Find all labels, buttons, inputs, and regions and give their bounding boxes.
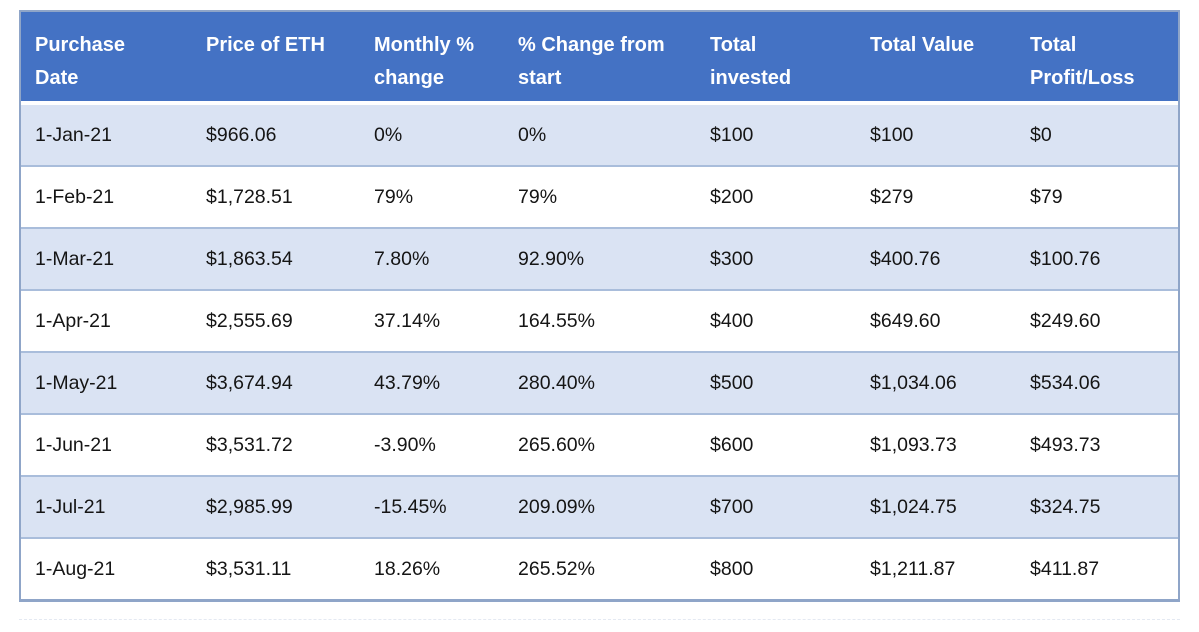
cell-total-profit-loss: $411.87 (1030, 557, 1100, 580)
table-shadow-line (19, 619, 1180, 620)
cell-purchase-date: 1-Jul-21 (35, 495, 106, 518)
cell-purchase-date: 1-Jun-21 (35, 433, 112, 456)
cell-monthly-pct-change: 79% (374, 185, 414, 208)
cell-pct-change-from-start: 265.52% (518, 557, 595, 580)
cell-purchase-date: 1-Jan-21 (35, 123, 112, 146)
column-header-price-of-eth: Price of ETH (206, 34, 325, 56)
header-row: Purchase Date Price of ETH Monthly % chang… (21, 12, 1178, 105)
cell-price-of-eth: $3,674.94 (206, 371, 293, 394)
table-row: 1-Jun-21 $3,531.72 -3.90% 265.60% $600 $1,093… (21, 413, 1178, 475)
cell-pct-change-from-start: 0% (518, 123, 547, 146)
cell-total-profit-loss: $534.06 (1030, 371, 1101, 394)
table-row: 1-Jul-21 $2,985.99 -15.45% 209.09% $700 $1,02… (21, 475, 1178, 537)
cell-price-of-eth: $1,863.54 (206, 247, 293, 270)
cell-total-profit-loss: $324.75 (1030, 495, 1101, 518)
column-header-purchase-date: Purchase Date (35, 34, 126, 89)
eth-investment-table: Purchase Date Price of ETH Monthly % chang… (19, 10, 1180, 602)
cell-price-of-eth: $966.06 (206, 123, 277, 146)
cell-pct-change-from-start: 92.90% (518, 247, 585, 270)
cell-total-value: $1,093.73 (870, 433, 957, 456)
column-header-total-value: Total Value (870, 34, 975, 56)
table-row: 1-Jan-21 $966.06 0% 0% $100 $100 $0 (21, 105, 1178, 165)
cell-price-of-eth: $3,531.72 (206, 433, 293, 456)
cell-total-invested: $700 (710, 495, 754, 518)
table-body: 1-Jan-21 $966.06 0% 0% $100 $100 $0 1-Feb-21 $1,… (21, 105, 1178, 599)
cell-purchase-date: 1-Feb-21 (35, 185, 115, 208)
cell-total-value: $279 (870, 185, 914, 208)
cell-price-of-eth: $1,728.51 (206, 185, 293, 208)
cell-total-invested: $300 (710, 247, 754, 270)
table-row: 1-Feb-21 $1,728.51 79% 79% $200 $279 $79 (21, 165, 1178, 227)
cell-monthly-pct-change: 43.79% (374, 371, 441, 394)
cell-purchase-date: 1-Mar-21 (35, 247, 115, 270)
cell-total-value: $1,211.87 (870, 557, 956, 580)
column-header-monthly-pct-change: Monthly % change (374, 34, 474, 89)
column-header-total-invested: Total invested (710, 34, 792, 89)
cell-pct-change-from-start: 209.09% (518, 495, 595, 518)
table-row: 1-Apr-21 $2,555.69 37.14% 164.55% $400 $649.6… (21, 289, 1178, 351)
cell-total-invested: $500 (710, 371, 754, 394)
cell-monthly-pct-change: 7.80% (374, 247, 430, 270)
cell-total-invested: $100 (710, 123, 754, 146)
cell-total-value: $649.60 (870, 309, 941, 332)
cell-monthly-pct-change: 0% (374, 123, 403, 146)
cell-total-profit-loss: $79 (1030, 185, 1063, 208)
cell-total-invested: $400 (710, 309, 754, 332)
cell-total-profit-loss: $0 (1030, 123, 1052, 146)
cell-total-invested: $800 (710, 557, 754, 580)
cell-pct-change-from-start: 164.55% (518, 309, 595, 332)
cell-total-invested: $200 (710, 185, 754, 208)
cell-monthly-pct-change: 18.26% (374, 557, 441, 580)
cell-price-of-eth: $2,985.99 (206, 495, 293, 518)
cell-price-of-eth: $2,555.69 (206, 309, 293, 332)
cell-pct-change-from-start: 79% (518, 185, 558, 208)
cell-total-profit-loss: $493.73 (1030, 433, 1101, 456)
cell-total-profit-loss: $100.76 (1030, 247, 1101, 270)
cell-total-profit-loss: $249.60 (1030, 309, 1101, 332)
cell-total-value: $1,024.75 (870, 495, 957, 518)
cell-total-value: $100 (870, 123, 914, 146)
column-header-pct-change-from-start: % Change from start (518, 34, 665, 89)
column-header-total-profit-loss: Total Profit/Loss (1030, 34, 1135, 89)
cell-purchase-date: 1-May-21 (35, 371, 118, 394)
cell-monthly-pct-change: -3.90% (374, 433, 436, 456)
table-row: 1-May-21 $3,674.94 43.79% 280.40% $500 $1,034… (21, 351, 1178, 413)
cell-purchase-date: 1-Apr-21 (35, 309, 111, 332)
cell-price-of-eth: $3,531.11 (206, 557, 292, 580)
table-row: 1-Aug-21 $3,531.11 18.26% 265.52% $800 $1,211… (21, 537, 1178, 599)
cell-pct-change-from-start: 280.40% (518, 371, 595, 394)
cell-monthly-pct-change: 37.14% (374, 309, 441, 332)
cell-monthly-pct-change: -15.45% (374, 495, 447, 518)
cell-total-invested: $600 (710, 433, 754, 456)
table-row: 1-Mar-21 $1,863.54 7.80% 92.90% $300 $400.76 $… (21, 227, 1178, 289)
cell-purchase-date: 1-Aug-21 (35, 557, 116, 580)
cell-pct-change-from-start: 265.60% (518, 433, 595, 456)
cell-total-value: $400.76 (870, 247, 941, 270)
cell-total-value: $1,034.06 (870, 371, 957, 394)
